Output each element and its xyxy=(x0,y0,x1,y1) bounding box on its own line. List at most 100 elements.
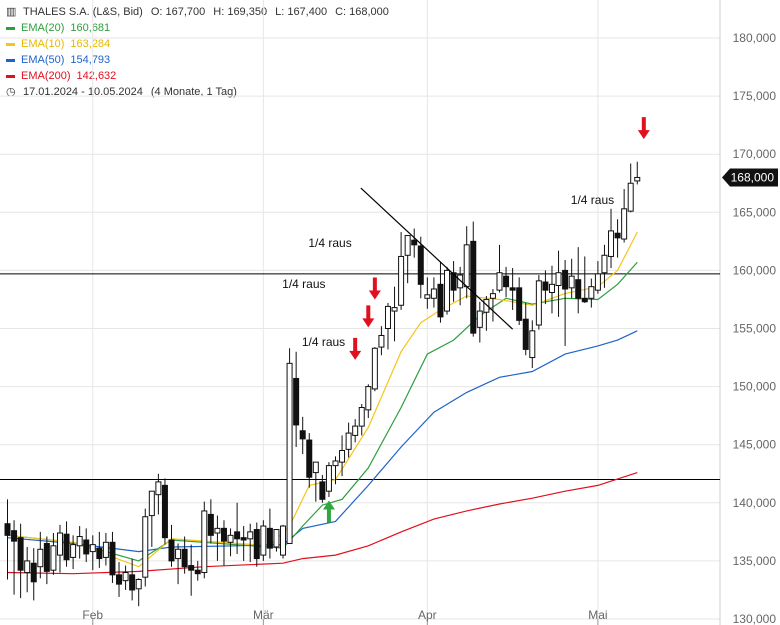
candle-body xyxy=(116,574,123,585)
candle-body xyxy=(188,565,195,571)
candle-body xyxy=(129,574,136,591)
candle-body xyxy=(220,527,227,542)
candle-body xyxy=(312,461,319,474)
candle-body xyxy=(325,465,332,492)
candle-body xyxy=(37,548,44,568)
candle-body xyxy=(214,527,221,534)
candle-body xyxy=(483,298,490,313)
last-price-label: 168,000 xyxy=(731,170,775,184)
candle-body xyxy=(332,460,339,467)
candle-body xyxy=(450,272,457,291)
legend-ema50[interactable]: EMA(50) 154,793 xyxy=(6,52,397,68)
candle-body xyxy=(260,525,267,556)
buy-arrow-icon xyxy=(322,500,335,523)
candle-body xyxy=(470,240,477,334)
legend-ema200[interactable]: EMA(200) 142,632 xyxy=(6,68,397,84)
candle-body xyxy=(30,562,37,583)
candle-body xyxy=(201,510,208,574)
candle-body xyxy=(63,533,70,561)
candle-body xyxy=(404,235,411,256)
candle-body xyxy=(542,281,549,291)
candle-body xyxy=(365,386,372,411)
clock-icon: ◷ xyxy=(6,85,16,98)
x-tick-label: Mär xyxy=(253,608,274,622)
candle-body xyxy=(496,272,503,291)
candle-body xyxy=(384,305,391,329)
bar-chart-icon: ▥ xyxy=(6,5,17,18)
candle-body xyxy=(155,481,162,496)
ema50-line xyxy=(7,330,638,553)
candle-body xyxy=(352,425,359,436)
y-tick-label: 180,000 xyxy=(733,31,777,45)
candle-body xyxy=(299,430,306,440)
ema10-label: EMA(10) xyxy=(21,38,65,50)
ema20-swatch xyxy=(6,26,15,30)
candle-body xyxy=(581,297,588,303)
candle-body xyxy=(4,523,11,536)
y-tick-label: 135,000 xyxy=(733,554,777,568)
legend-ema20[interactable]: EMA(20) 160,681 xyxy=(6,20,397,36)
ema200-line xyxy=(7,472,638,575)
candle-body xyxy=(601,254,608,274)
y-tick-label: 170,000 xyxy=(733,147,777,161)
candle-body xyxy=(371,347,378,390)
candle-body xyxy=(17,537,24,571)
annotation-label: 1/4 raus xyxy=(282,277,325,291)
candle-body xyxy=(96,547,103,560)
candle-body xyxy=(562,269,569,290)
candle-body xyxy=(608,230,615,257)
open-value: O: 167,700 xyxy=(150,6,206,18)
candle-body xyxy=(529,330,536,359)
date-range: 17.01.2024 - 10.05.2024 xyxy=(23,86,143,98)
ema200-swatch xyxy=(6,74,15,78)
candle-body xyxy=(43,542,50,572)
y-tick-label: 150,000 xyxy=(733,380,777,394)
sell-arrow-icon xyxy=(637,117,650,140)
instrument-name: THALES S.A. (L&S, Bid) xyxy=(23,6,143,18)
candle-body xyxy=(516,287,523,321)
y-tick-label: 165,000 xyxy=(733,205,777,219)
annotation-label: 1/4 raus xyxy=(302,335,345,349)
ema200-label: EMA(200) xyxy=(21,70,71,82)
candle-body xyxy=(417,245,424,285)
candle-body xyxy=(24,560,31,574)
legend-ema10[interactable]: EMA(10) 163,284 xyxy=(6,36,397,52)
candle-body xyxy=(247,531,254,540)
candle-body xyxy=(430,288,437,299)
candle-body xyxy=(627,182,634,212)
candle-body xyxy=(234,531,241,540)
candle-body xyxy=(286,362,293,544)
close-value: C: 168,000 xyxy=(335,6,389,18)
candle-body xyxy=(319,481,326,500)
candle-body xyxy=(293,377,300,426)
candle-body xyxy=(634,176,641,182)
candle-body xyxy=(11,530,18,542)
candle-body xyxy=(522,318,529,350)
candle-body xyxy=(621,208,628,240)
y-tick-label: 155,000 xyxy=(733,322,777,336)
x-tick-label: Feb xyxy=(82,608,103,622)
candle-body xyxy=(253,529,260,560)
candle-body xyxy=(70,544,77,558)
ema50-label: EMA(50) xyxy=(21,54,65,66)
x-tick-label: Mai xyxy=(588,608,607,622)
candle-body xyxy=(378,334,385,348)
candle-body xyxy=(240,537,247,541)
candle-body xyxy=(109,541,116,576)
candle-body xyxy=(148,490,155,517)
candle-body xyxy=(194,569,201,575)
high-value: H: 169,350 xyxy=(213,6,268,18)
ema50-swatch xyxy=(6,58,15,62)
candle-body xyxy=(227,534,234,543)
annotation-label: 1/4 raus xyxy=(308,236,351,250)
candle-body xyxy=(175,548,182,560)
candle-body xyxy=(280,525,287,556)
candle-body xyxy=(548,283,555,293)
candle-body xyxy=(50,545,57,571)
candle-body xyxy=(56,532,63,556)
candle-body xyxy=(424,294,431,299)
candle-body xyxy=(476,310,483,328)
y-tick-label: 130,000 xyxy=(733,612,777,625)
candle-body xyxy=(509,287,516,291)
